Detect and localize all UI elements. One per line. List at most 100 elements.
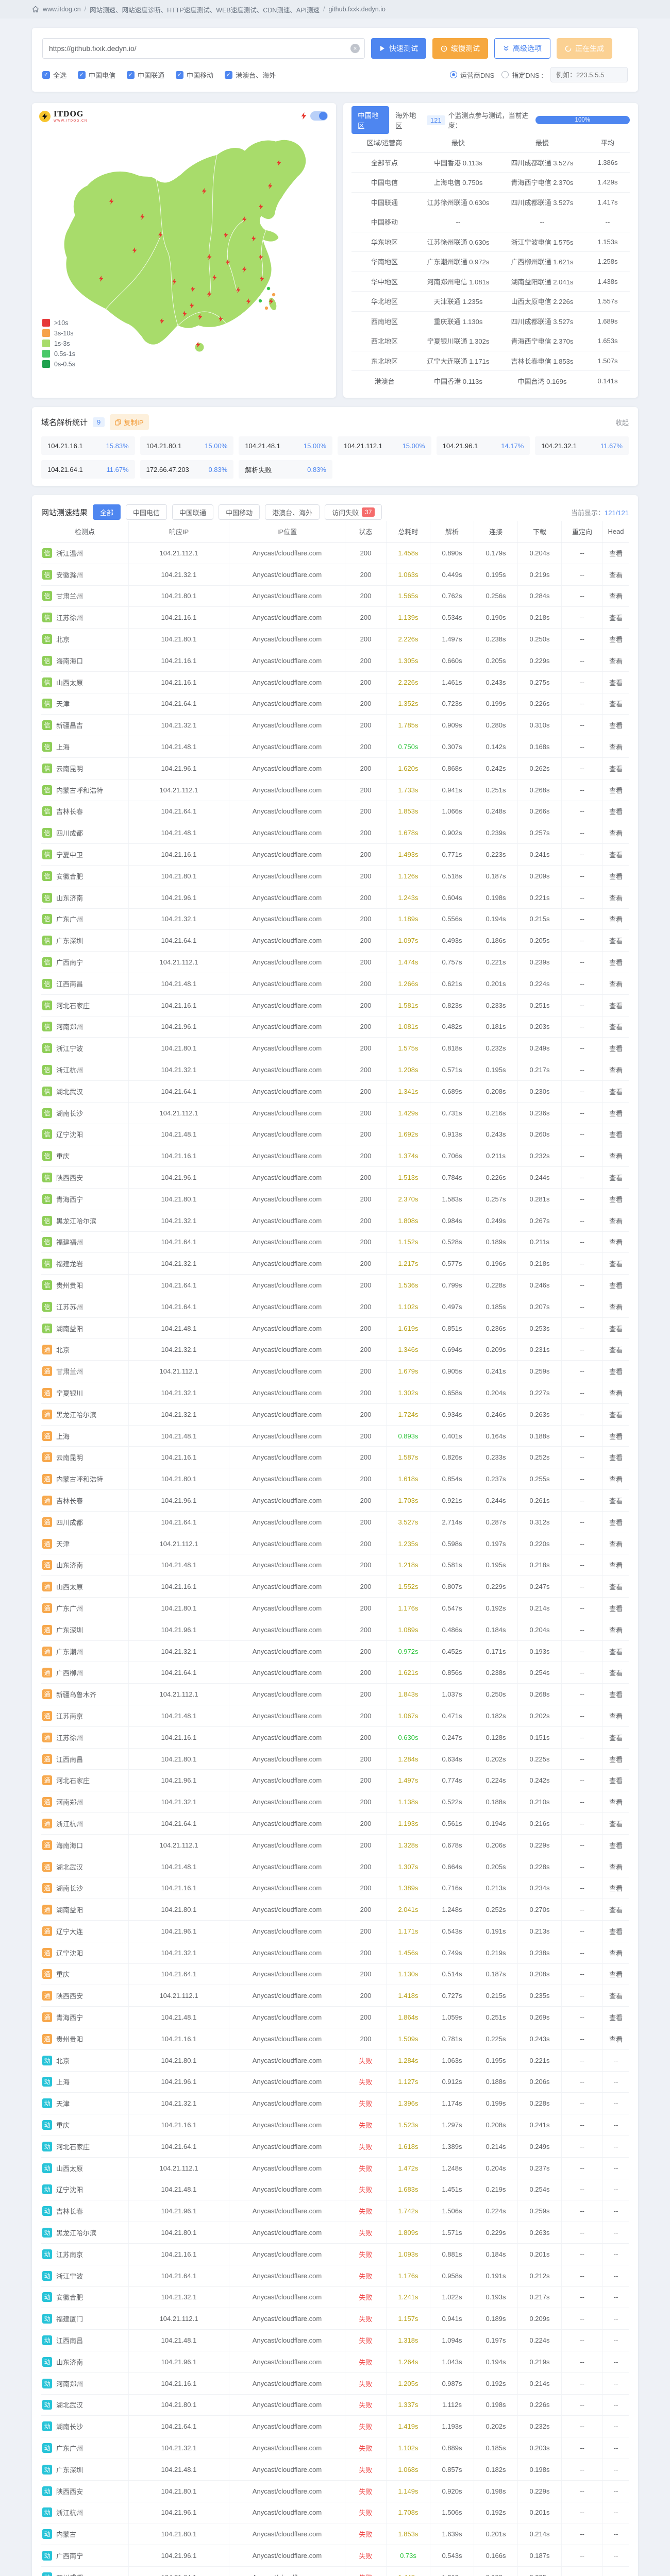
head-view-link[interactable]: 查看 <box>609 765 623 773</box>
head-view-link[interactable]: 查看 <box>609 851 623 859</box>
tab-overseas-region[interactable]: 海外地区 <box>395 112 416 130</box>
head-view-link[interactable]: 查看 <box>609 549 623 557</box>
node-lightning-marker[interactable] <box>202 188 207 194</box>
fast-test-button[interactable]: 快速测试 <box>371 38 426 59</box>
node-lightning-marker[interactable] <box>132 247 137 253</box>
operator-checkbox[interactable]: ✓ 中国电信 <box>78 70 115 80</box>
advanced-options-button[interactable]: 高级选项 <box>494 38 550 59</box>
head-view-link[interactable]: 查看 <box>609 1583 623 1591</box>
node-lightning-marker[interactable] <box>196 342 200 348</box>
head-view-link[interactable]: 查看 <box>609 1281 623 1290</box>
head-view-link[interactable]: 查看 <box>609 1841 623 1850</box>
map-mode-toggle[interactable] <box>301 111 328 121</box>
head-view-link[interactable]: 查看 <box>609 1045 623 1053</box>
head-view-link[interactable]: 查看 <box>609 636 623 644</box>
head-view-link[interactable]: 查看 <box>609 1885 623 1893</box>
node-lightning-marker[interactable] <box>198 314 203 320</box>
node-lightning-marker[interactable] <box>259 204 263 210</box>
node-lightning-marker[interactable] <box>172 279 177 285</box>
head-view-link[interactable]: 查看 <box>609 1626 623 1634</box>
node-lightning-marker[interactable] <box>160 318 164 324</box>
head-view-link[interactable]: 查看 <box>609 1777 623 1785</box>
head-view-link[interactable]: 查看 <box>609 1648 623 1656</box>
node-dot-marker[interactable] <box>264 306 269 310</box>
node-lightning-marker[interactable] <box>212 275 217 281</box>
head-view-link[interactable]: 查看 <box>609 722 623 730</box>
head-view-link[interactable]: 查看 <box>609 700 623 708</box>
head-view-link[interactable]: 查看 <box>609 894 623 902</box>
head-view-link[interactable]: 查看 <box>609 980 623 988</box>
node-lightning-marker[interactable] <box>246 298 251 304</box>
head-view-link[interactable]: 查看 <box>609 1755 623 1764</box>
head-view-link[interactable]: 查看 <box>609 786 623 794</box>
head-view-link[interactable]: 查看 <box>609 1174 623 1182</box>
head-view-link[interactable]: 查看 <box>609 1325 623 1333</box>
filter-button[interactable]: 全部 <box>93 504 121 520</box>
node-lightning-marker[interactable] <box>99 276 104 282</box>
head-view-link[interactable]: 查看 <box>609 1691 623 1699</box>
head-view-link[interactable]: 查看 <box>609 1088 623 1096</box>
head-view-link[interactable]: 查看 <box>609 1066 623 1075</box>
head-view-link[interactable]: 查看 <box>609 1195 623 1204</box>
head-view-link[interactable]: 查看 <box>609 1023 623 1031</box>
head-view-link[interactable]: 查看 <box>609 1497 623 1505</box>
operator-checkbox[interactable]: ✓ 中国联通 <box>127 70 164 80</box>
node-lightning-marker[interactable] <box>207 254 212 260</box>
head-view-link[interactable]: 查看 <box>609 1820 623 1828</box>
head-view-link[interactable]: 查看 <box>609 1109 623 1117</box>
collapse-link[interactable]: 收起 <box>615 419 629 427</box>
head-view-link[interactable]: 查看 <box>609 1411 623 1419</box>
carrier-dns-radio[interactable]: 运营商DNS <box>449 70 494 80</box>
head-view-link[interactable]: 查看 <box>609 1454 623 1462</box>
node-lightning-marker[interactable] <box>190 302 194 309</box>
node-dot-marker[interactable] <box>272 293 276 297</box>
node-lightning-marker[interactable] <box>219 316 223 322</box>
node-lightning-marker[interactable] <box>158 232 163 238</box>
head-view-link[interactable]: 查看 <box>609 1540 623 1548</box>
node-lightning-marker[interactable] <box>140 214 145 220</box>
head-view-link[interactable]: 查看 <box>609 1389 623 1397</box>
head-view-link[interactable]: 查看 <box>609 916 623 924</box>
head-view-link[interactable]: 查看 <box>609 1303 623 1311</box>
node-lightning-marker[interactable] <box>226 259 230 265</box>
node-lightning-marker[interactable] <box>207 291 212 297</box>
head-view-link[interactable]: 查看 <box>609 1476 623 1484</box>
node-lightning-marker[interactable] <box>242 266 247 273</box>
head-view-link[interactable]: 查看 <box>609 1217 623 1225</box>
head-view-link[interactable]: 查看 <box>609 1131 623 1139</box>
head-view-link[interactable]: 查看 <box>609 2014 623 2022</box>
node-lightning-marker[interactable] <box>252 235 256 242</box>
head-view-link[interactable]: 查看 <box>609 937 623 945</box>
head-view-link[interactable]: 查看 <box>609 1712 623 1720</box>
node-lightning-marker[interactable] <box>242 216 247 223</box>
node-lightning-marker[interactable] <box>109 198 114 205</box>
node-lightning-marker[interactable] <box>277 160 281 166</box>
head-view-link[interactable]: 查看 <box>609 2035 623 2043</box>
operator-checkbox[interactable]: ✓ 港澳台、海外 <box>225 70 276 80</box>
clear-input-icon[interactable]: × <box>350 44 360 53</box>
head-view-link[interactable]: 查看 <box>609 1368 623 1376</box>
head-view-link[interactable]: 查看 <box>609 1260 623 1268</box>
head-view-link[interactable]: 查看 <box>609 1992 623 2001</box>
head-view-link[interactable]: 查看 <box>609 1863 623 1871</box>
head-view-link[interactable]: 查看 <box>609 1971 623 1979</box>
slow-test-button[interactable]: 缓慢测试 <box>432 38 488 59</box>
head-view-link[interactable]: 查看 <box>609 1799 623 1807</box>
filter-button[interactable]: 中国移动 <box>219 504 260 520</box>
head-view-link[interactable]: 查看 <box>609 829 623 838</box>
head-view-link[interactable]: 查看 <box>609 1153 623 1161</box>
custom-dns-radio[interactable]: 指定DNS : <box>501 70 543 80</box>
url-input[interactable] <box>42 38 365 59</box>
tab-china-region[interactable]: 中国地区 <box>351 106 389 134</box>
head-view-link[interactable]: 查看 <box>609 1906 623 1914</box>
head-view-link[interactable]: 查看 <box>609 743 623 752</box>
head-view-link[interactable]: 查看 <box>609 872 623 880</box>
china-map[interactable] <box>40 125 328 367</box>
head-view-link[interactable]: 查看 <box>609 1002 623 1010</box>
node-lightning-marker[interactable] <box>260 276 264 282</box>
node-lightning-marker[interactable] <box>236 287 241 293</box>
node-lightning-marker[interactable] <box>268 183 273 189</box>
operator-checkbox[interactable]: ✓ 中国移动 <box>176 70 213 80</box>
copy-ip-button[interactable]: 复制IP <box>110 414 149 430</box>
node-dot-marker[interactable] <box>258 299 262 303</box>
